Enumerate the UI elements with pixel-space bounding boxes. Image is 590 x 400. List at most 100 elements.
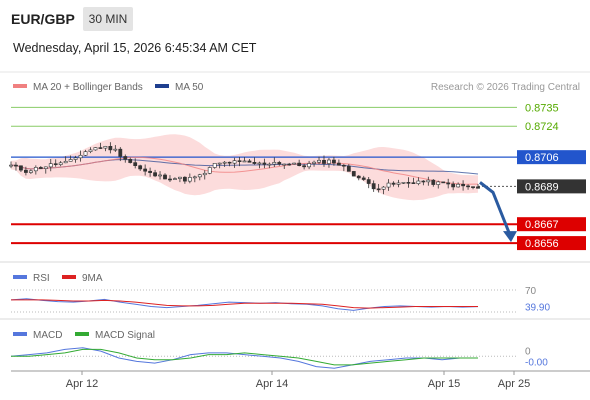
macd-signal-legend-label: MACD Signal	[95, 330, 155, 341]
time-tick-label: Apr 14	[256, 378, 288, 390]
candle-body	[312, 161, 316, 164]
rsi-legend-swatch	[13, 275, 27, 279]
candle-body	[322, 159, 326, 164]
candle-body	[232, 160, 237, 164]
candle-body	[366, 179, 371, 184]
macd-legend-swatch	[13, 332, 27, 336]
candle-body	[411, 182, 416, 184]
support-label-box	[517, 217, 586, 232]
candle-body	[212, 163, 217, 168]
time-tick-label: Apr 12	[66, 378, 98, 390]
macd-pane: 0-0.00	[10, 346, 548, 369]
candle-body	[317, 159, 321, 163]
candle-body	[153, 172, 157, 177]
candle-body	[227, 161, 232, 164]
candle-body	[446, 182, 451, 185]
timeframe-button[interactable]: 30 MIN	[83, 7, 133, 31]
candle-body	[187, 177, 192, 182]
price-candles	[9, 142, 480, 195]
candle-body	[148, 170, 153, 173]
candle-body	[83, 151, 88, 156]
candle-body	[456, 183, 461, 188]
candle-body	[376, 188, 381, 191]
candle-body	[327, 159, 331, 164]
candle-body	[346, 165, 351, 172]
series-line	[11, 348, 478, 366]
candle-body	[416, 180, 421, 184]
bollinger-band	[11, 134, 478, 201]
candle-body	[182, 176, 187, 182]
candle-body	[332, 159, 336, 164]
candle-body	[103, 146, 108, 149]
candle-body	[371, 183, 376, 190]
candle-body	[73, 157, 78, 160]
candle-body	[277, 162, 282, 165]
candle-body	[217, 162, 222, 165]
candle-body	[426, 179, 431, 183]
candle-body	[401, 182, 406, 184]
candle-body	[471, 186, 475, 188]
candle-body	[282, 163, 287, 166]
rsi-last-value: 39.90	[525, 303, 550, 314]
candle-body	[247, 160, 252, 163]
candle-body	[287, 163, 292, 166]
candle-body	[108, 146, 113, 151]
support-label: 0.8667	[525, 219, 559, 231]
candle-body	[257, 162, 262, 165]
candle-body	[197, 174, 202, 178]
rsi-legend-label: RSI	[33, 273, 50, 284]
research-credit: Research © 2026 Trading Central	[431, 82, 580, 93]
candle-body	[33, 167, 38, 172]
forecast-arrow	[479, 181, 517, 243]
candle-body	[118, 148, 123, 157]
forecast-arrow-head	[503, 231, 517, 243]
candle-body	[436, 181, 441, 185]
bollinger-band-area	[11, 134, 478, 201]
candle-body	[28, 170, 33, 173]
candle-body	[431, 179, 436, 185]
resistance-label-box	[517, 150, 586, 165]
candle-body	[9, 164, 13, 167]
candle-body	[123, 156, 128, 160]
candle-body	[336, 162, 341, 166]
series-line	[10, 347, 478, 369]
target-label: 0.8724	[525, 121, 559, 133]
candle-body	[292, 162, 297, 165]
candle-body	[307, 163, 311, 168]
resistance-label: 0.8706	[525, 152, 559, 164]
ma20-line	[10, 156, 478, 185]
candle-body	[88, 149, 93, 152]
candle-body	[391, 182, 396, 185]
candle-body	[267, 163, 272, 166]
candle-body	[173, 178, 177, 180]
time-axis: Apr 12 Apr 14 Apr 15 Apr 25	[66, 371, 530, 390]
candle-body	[68, 159, 73, 162]
support-label: 0.8656	[525, 238, 559, 250]
ma20-legend-label: MA 20 + Bollinger Bands	[33, 82, 143, 93]
macd-signal-legend-swatch	[75, 332, 89, 336]
candle-body	[222, 161, 227, 164]
candle-body	[48, 163, 53, 168]
candle-body	[43, 166, 48, 169]
time-tick-label: Apr 25	[498, 378, 530, 390]
candle-body	[192, 176, 197, 179]
candle-body	[272, 162, 277, 165]
last-price-label: 0.8689	[525, 181, 559, 193]
macd-last-value: -0.00	[525, 357, 548, 368]
candle-body	[178, 176, 182, 179]
candle-body	[476, 186, 480, 189]
candle-body	[207, 167, 212, 174]
candle-body	[361, 177, 366, 180]
candle-body	[163, 174, 167, 180]
rsi-ma-legend-label: 9MA	[82, 273, 103, 284]
candle-body	[63, 160, 68, 164]
support-label-box	[517, 236, 586, 251]
candle-body	[128, 159, 133, 163]
candle-body	[202, 172, 207, 176]
rsi-pane: 70 39.90	[10, 286, 550, 314]
timestamp: Wednesday, April 15, 2026 6:45:34 AM CET	[13, 41, 257, 55]
candle-body	[461, 183, 465, 187]
rsi-ma-legend-swatch	[62, 275, 76, 279]
candle-body	[138, 165, 143, 170]
